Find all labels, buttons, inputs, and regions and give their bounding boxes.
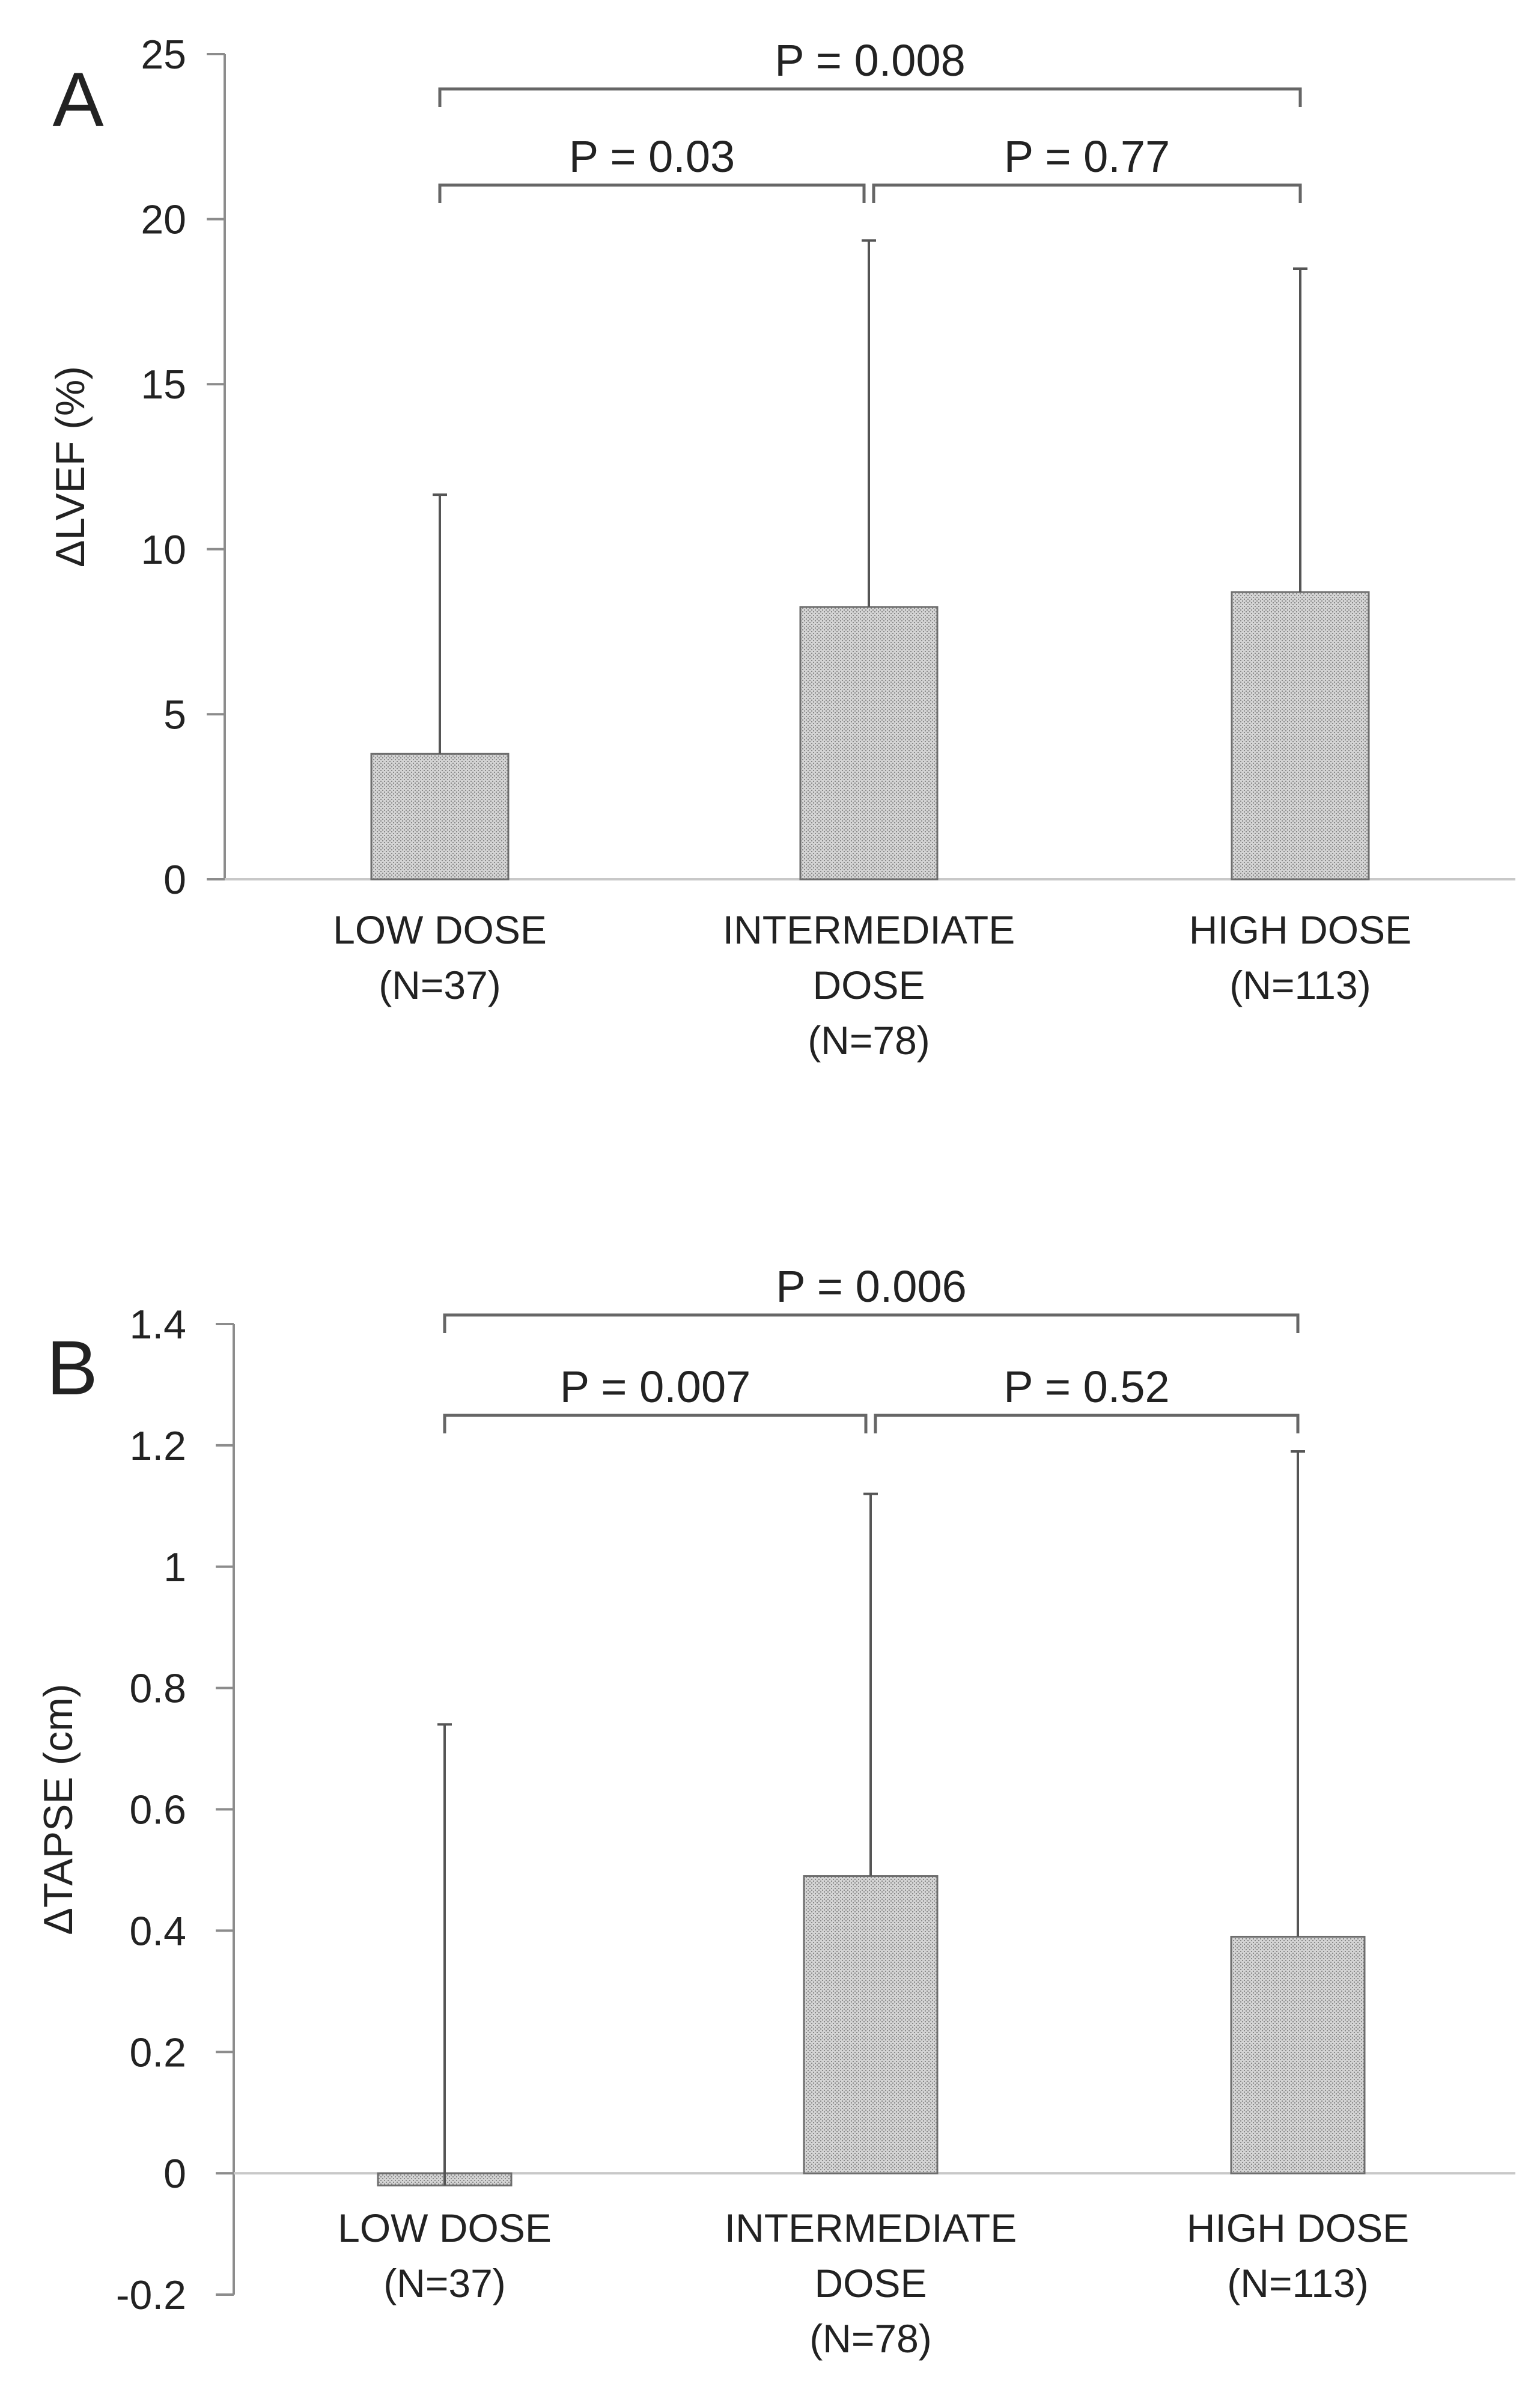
x-category-label: LOW DOSE (N=37) <box>338 2206 552 2305</box>
x-category-label: LOW DOSE (N=37) <box>333 908 547 1007</box>
y-tick-label: 0.8 <box>129 1666 186 1712</box>
x-category-line: (N=37) <box>383 2261 506 2305</box>
x-category-line: LOW DOSE <box>338 2206 552 2250</box>
x-category-line: LOW DOSE <box>333 908 547 952</box>
y-tick-label: -0.2 <box>116 2272 186 2318</box>
x-category-line: (N=113) <box>1229 963 1371 1007</box>
x-category-line: HIGH DOSE <box>1189 908 1411 952</box>
panel-b: B -0.2 0 0.2 0.4 0.6 0.8 1 1.2 1.4 ΔTAPSE (cm) LOW … <box>35 1262 1515 2361</box>
y-tick-label: 0.4 <box>129 1908 186 1954</box>
p-value-label: P = 0.52 <box>1003 1362 1169 1412</box>
y-tick-label: 0 <box>163 2151 186 2197</box>
significance-bracket <box>874 1414 1300 1433</box>
x-category-line: DOSE <box>814 2261 927 2305</box>
panel-letter: A <box>52 57 104 143</box>
x-category-line: DOSE <box>812 963 925 1007</box>
y-tick-label: 1 <box>163 1545 186 1590</box>
y-tick-label: 20 <box>141 197 186 243</box>
y-tick-label: 0.6 <box>129 1787 186 1833</box>
x-category-label: HIGH DOSE (N=113) <box>1189 908 1411 1007</box>
y-tick-label: 1.2 <box>129 1423 186 1469</box>
y-tick-label: 0.2 <box>129 2030 186 2075</box>
significance-bracket <box>443 1414 868 1433</box>
panel-letter: B <box>46 1325 97 1411</box>
x-category-line: (N=37) <box>379 963 501 1007</box>
p-value-label: P = 0.008 <box>775 35 966 85</box>
p-value-label: P = 0.006 <box>776 1262 967 1311</box>
x-category-label: INTERMEDIATE DOSE (N=78) <box>723 908 1015 1063</box>
p-value-label: P = 0.007 <box>560 1362 751 1412</box>
y-tick-label: 5 <box>163 692 186 737</box>
y-tick-label: 15 <box>141 362 186 407</box>
x-category-label: INTERMEDIATE DOSE (N=78) <box>725 2206 1017 2361</box>
significance-bracket <box>438 87 1302 107</box>
p-value-label: P = 0.77 <box>1004 132 1170 182</box>
y-tick-label: 25 <box>141 32 186 78</box>
x-category-label: HIGH DOSE (N=113) <box>1187 2206 1409 2305</box>
bar <box>803 1875 939 2174</box>
bar <box>370 752 510 880</box>
x-category-line: (N=113) <box>1227 2261 1368 2305</box>
p-value-label: P = 0.03 <box>569 132 735 182</box>
x-category-line: (N=78) <box>809 2316 932 2361</box>
y-tick-label: 0 <box>163 857 186 903</box>
significance-bracket <box>443 1313 1300 1333</box>
significance-bracket <box>438 183 866 203</box>
y-tick-label: 10 <box>141 527 186 573</box>
x-category-line: (N=78) <box>808 1018 930 1063</box>
bar <box>799 606 939 880</box>
bar <box>1231 591 1370 880</box>
panel-a: A 0 5 10 15 20 25 ΔLVEF (%) LOW DOSE (N=37) INTERM… <box>47 32 1515 1063</box>
x-category-line: HIGH DOSE <box>1187 2206 1409 2250</box>
bar <box>1230 1935 1366 2174</box>
y-axis-title: ΔTAPSE (cm) <box>35 1683 81 1935</box>
x-category-line: INTERMEDIATE <box>723 908 1015 952</box>
significance-bracket <box>872 183 1302 203</box>
y-axis-title: ΔLVEF (%) <box>47 366 93 567</box>
y-tick-label: 1.4 <box>129 1302 186 1347</box>
x-category-line: INTERMEDIATE <box>725 2206 1017 2250</box>
